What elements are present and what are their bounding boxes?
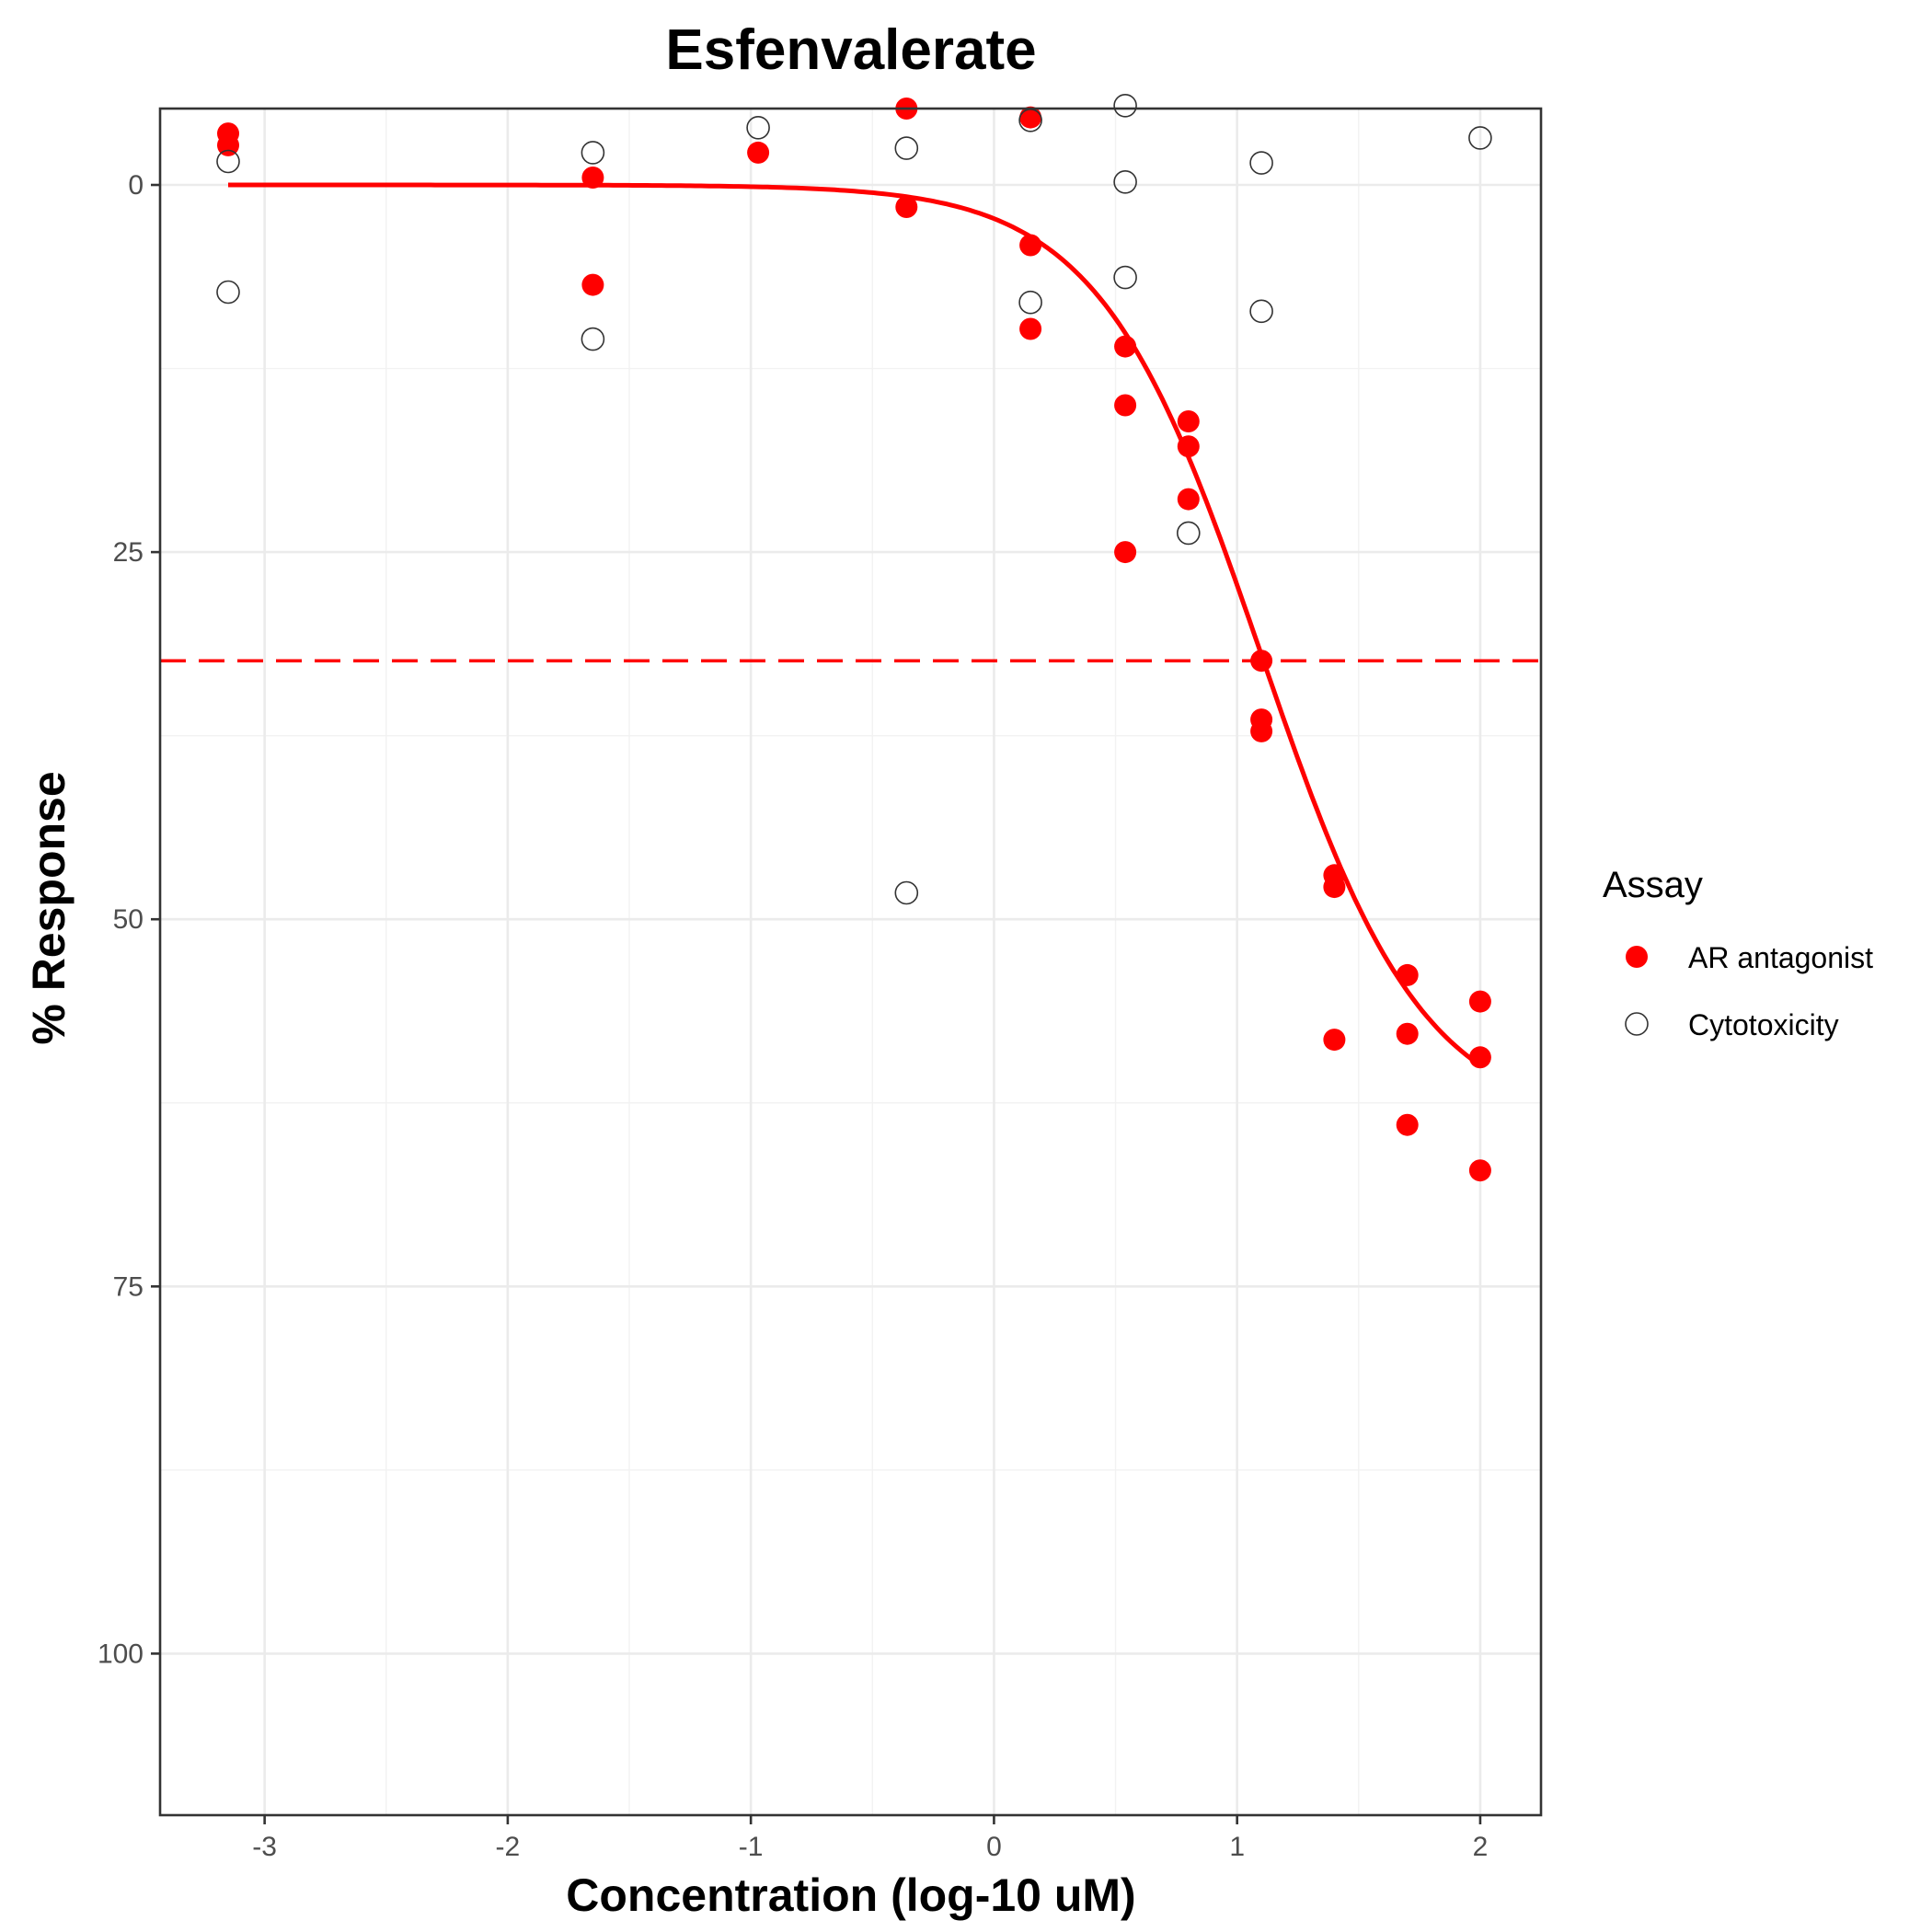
data-point-cytotoxicity — [894, 136, 919, 160]
data-point-ar-antagonist — [1323, 1029, 1346, 1052]
data-point-ar-antagonist — [581, 273, 604, 296]
data-point-cytotoxicity — [216, 149, 240, 174]
data-point-ar-antagonist — [1250, 650, 1273, 673]
data-point-ar-antagonist — [895, 196, 918, 218]
data-point-cytotoxicity — [1249, 151, 1273, 175]
y-tick-label: 25 — [113, 537, 144, 568]
fit-curve-ar-antagonist — [228, 182, 1482, 1068]
data-point-cytotoxicity — [581, 141, 605, 165]
data-point-ar-antagonist — [581, 167, 604, 189]
data-point-ar-antagonist — [1250, 719, 1273, 742]
series-ar-antagonist — [217, 98, 1491, 1182]
data-point-ar-antagonist — [747, 141, 770, 164]
data-point-ar-antagonist — [1177, 488, 1200, 511]
y-tick-label: 0 — [128, 170, 144, 201]
x-axis-title: Concentration (log-10 uM) — [566, 1869, 1135, 1921]
legend-label-ar-antagonist: AR antagonist — [1688, 941, 1873, 974]
data-point-cytotoxicity — [1113, 265, 1137, 290]
data-point-ar-antagonist — [1396, 963, 1419, 986]
data-point-cytotoxicity — [1113, 170, 1137, 194]
data-points — [216, 94, 1492, 1182]
y-tick-label: 75 — [113, 1271, 144, 1302]
grid — [160, 109, 1541, 1815]
legend-marker-cytotoxicity — [1625, 1012, 1649, 1036]
legend-label-cytotoxicity: Cytotoxicity — [1688, 1008, 1839, 1041]
y-axis-title: % Response — [23, 771, 75, 1044]
data-point-cytotoxicity — [216, 280, 240, 305]
data-point-ar-antagonist — [1468, 1046, 1491, 1069]
data-point-ar-antagonist — [1019, 234, 1042, 257]
data-point-cytotoxicity — [581, 327, 605, 351]
data-point-cytotoxicity — [894, 880, 919, 905]
data-point-cytotoxicity — [1249, 299, 1273, 324]
data-point-ar-antagonist — [1468, 1159, 1491, 1182]
data-point-ar-antagonist — [1114, 394, 1137, 417]
x-tick-label: -2 — [496, 1832, 521, 1862]
data-point-cytotoxicity — [1018, 290, 1042, 315]
data-point-ar-antagonist — [1177, 410, 1200, 432]
data-point-ar-antagonist — [1114, 335, 1137, 358]
chart-title: Esfenvalerate — [665, 18, 1036, 82]
data-point-cytotoxicity — [1113, 94, 1137, 118]
panel-border — [158, 107, 1543, 1817]
x-tick-label: -1 — [739, 1832, 764, 1862]
y-tick-label: 100 — [98, 1639, 144, 1669]
series-cytotoxicity — [216, 94, 1492, 905]
data-point-cytotoxicity — [746, 116, 770, 140]
legend: Assay AR antagonist Cytotoxicity — [1603, 865, 1873, 1041]
axis-ticks: -3 -2 -1 0 1 2 0 25 50 75 100 — [98, 170, 1488, 1862]
y-tick-label: 50 — [113, 904, 144, 935]
data-point-cytotoxicity — [1177, 521, 1201, 546]
data-point-ar-antagonist — [1177, 435, 1200, 458]
data-point-ar-antagonist — [1114, 541, 1137, 564]
data-point-ar-antagonist — [1019, 317, 1042, 340]
x-tick-label: 0 — [986, 1832, 1002, 1862]
x-tick-label: -3 — [252, 1832, 277, 1862]
x-tick-label: 1 — [1229, 1832, 1245, 1862]
legend-marker-ar-antagonist — [1626, 946, 1648, 968]
data-point-ar-antagonist — [1396, 1113, 1419, 1136]
data-point-cytotoxicity — [1468, 126, 1492, 150]
data-point-ar-antagonist — [1468, 990, 1491, 1013]
data-point-ar-antagonist — [217, 133, 239, 156]
data-point-ar-antagonist — [1323, 876, 1346, 899]
legend-title: Assay — [1603, 865, 1703, 905]
data-point-ar-antagonist — [1396, 1022, 1419, 1045]
x-tick-label: 2 — [1473, 1832, 1489, 1862]
data-point-ar-antagonist — [1019, 106, 1042, 129]
